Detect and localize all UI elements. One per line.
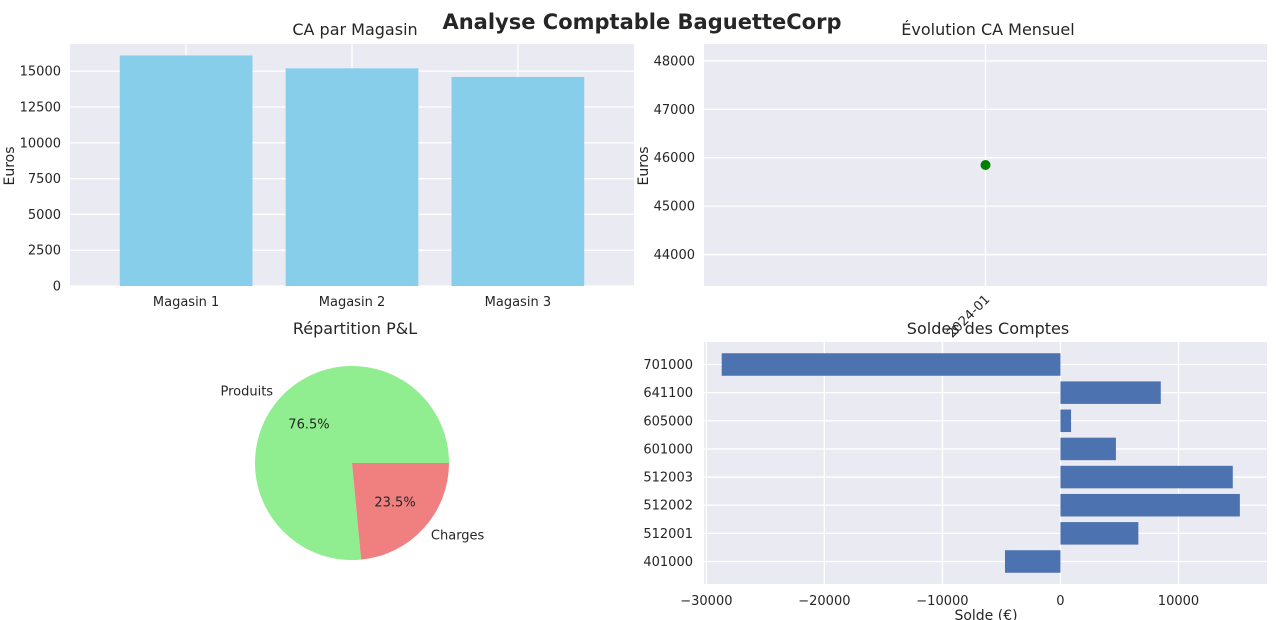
y-tick-label: 5000 <box>28 208 61 223</box>
y-tick-label: 512003 <box>643 471 693 486</box>
y-tick-label: 12500 <box>20 101 61 116</box>
y-tick-label: 47000 <box>654 103 695 118</box>
y-tick-label: 48000 <box>654 54 695 69</box>
bar <box>1060 465 1233 489</box>
panel-title: Évolution CA Mensuel <box>901 20 1074 39</box>
panel-title: Soldes des Comptes <box>907 319 1069 338</box>
slice-percent: 76.5% <box>288 417 329 432</box>
x-tick-label: −10000 <box>916 594 968 609</box>
x-tick-label: Magasin 3 <box>485 295 551 310</box>
slice-label: Produits <box>220 385 273 400</box>
panel-ca-magasin: 0 2500 5000 7500 10000 12500 15000 Magasin 1 Ma… <box>2 20 634 310</box>
x-tick-label: 0 <box>1056 594 1064 609</box>
panel-soldes-comptes: 401000 512001 512002 512003 601000 605000 6411… <box>643 319 1267 620</box>
x-tick-label: −30000 <box>680 594 732 609</box>
bar <box>119 55 253 286</box>
bar <box>1004 550 1061 573</box>
y-tick-label: 0 <box>53 280 61 295</box>
data-point <box>980 160 991 170</box>
bar <box>285 68 419 286</box>
x-axis-label: Solde (€) <box>954 608 1017 620</box>
bar <box>1060 522 1139 545</box>
y-tick-label: 44000 <box>654 248 695 263</box>
y-axis-label: Euros <box>636 146 652 185</box>
figure-title: Analyse Comptable BaguetteCorp <box>442 10 841 34</box>
y-tick-label: 512002 <box>643 499 693 514</box>
panel-title: CA par Magasin <box>292 20 417 39</box>
slice-label: Charges <box>431 528 485 543</box>
x-tick-label: Magasin 1 <box>153 295 219 310</box>
x-tick-label: −20000 <box>798 594 850 609</box>
bar <box>1060 409 1072 433</box>
pie-slice <box>352 463 449 560</box>
y-tick-label: 15000 <box>20 65 61 80</box>
bar <box>451 76 585 287</box>
y-tick-label: 701000 <box>643 358 693 373</box>
x-tick-label: Magasin 2 <box>319 295 385 310</box>
y-tick-label: 605000 <box>643 414 693 429</box>
y-axis-label: Euros <box>2 146 18 185</box>
y-tick-label: 7500 <box>28 172 61 187</box>
pie-slice <box>254 366 449 560</box>
slice-percent: 23.5% <box>374 496 415 511</box>
axes-background <box>704 342 1267 584</box>
y-tick-label: 46000 <box>654 151 695 166</box>
y-tick-label: 641100 <box>643 386 693 401</box>
y-tick-label: 512001 <box>643 527 693 542</box>
bar <box>721 353 1061 376</box>
bar <box>1060 493 1240 517</box>
y-tick-label: 601000 <box>643 442 693 457</box>
bar <box>1060 381 1161 404</box>
y-tick-label: 401000 <box>643 555 693 570</box>
y-tick-label: 10000 <box>20 136 61 151</box>
bar <box>1060 437 1116 461</box>
x-tick-label: 10000 <box>1158 594 1199 609</box>
panel-title: Répartition P&L <box>293 319 417 338</box>
panel-repartition-pl: Produits 76.5% Charges 23.5% Répartition P&… <box>220 319 485 560</box>
y-tick-label: 2500 <box>28 244 61 259</box>
y-tick-label: 45000 <box>654 200 695 215</box>
